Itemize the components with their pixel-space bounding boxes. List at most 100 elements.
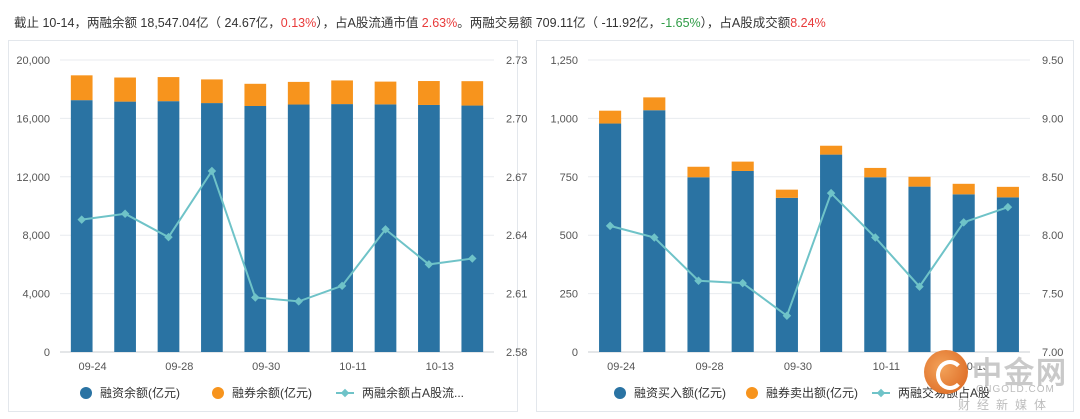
legend-item-balance-share[interactable]: 两融余额占A股流... xyxy=(336,384,464,401)
bar-secondary xyxy=(70,75,93,101)
trade-volume-share: 8.24% xyxy=(790,16,826,30)
y-left-tick-label: 16,000 xyxy=(16,113,50,125)
bar-primary xyxy=(908,186,931,352)
bar-primary xyxy=(114,101,136,352)
line-point xyxy=(164,232,173,242)
bar-primary xyxy=(820,154,843,352)
y-right-tick-label: 8.50 xyxy=(1042,172,1063,184)
summary-text-1: 截止 10-14，两融余额 18,547.04亿（ 24.67亿， xyxy=(14,16,281,30)
y-right-tick-label: 2.61 xyxy=(506,289,527,301)
bar-secondary xyxy=(331,80,353,105)
line-point xyxy=(294,297,303,306)
line-point xyxy=(782,311,792,321)
bar-secondary xyxy=(461,81,484,106)
y-left-tick-label: 1,000 xyxy=(550,113,578,125)
bar-primary xyxy=(952,194,975,352)
x-tick-label: 09-24 xyxy=(78,361,106,373)
bar-secondary xyxy=(643,97,666,111)
bar-secondary xyxy=(952,183,975,195)
y-right-tick-label: 2.70 xyxy=(506,113,527,125)
legend-marker-securities-sell xyxy=(746,386,758,399)
line-series xyxy=(81,168,473,303)
legend-marker-securities-lending-balance xyxy=(212,386,224,399)
watermark-subtitle: 财经新媒体 xyxy=(958,398,1054,412)
bar-primary xyxy=(157,101,180,352)
y-left-tick-label: 20,000 xyxy=(16,55,50,67)
legend-label-securities-lending-balance: 融券余额(亿元) xyxy=(232,386,312,400)
bar-secondary xyxy=(731,161,754,171)
line-point xyxy=(738,278,747,288)
trade-change-pct: -1.65% xyxy=(661,16,701,30)
y-left-tick-label: 1,250 xyxy=(550,55,578,67)
bar-primary xyxy=(418,104,440,352)
bar-secondary xyxy=(908,176,931,187)
summary-text-3: 。两融交易额 709.11亿（ -11.92亿， xyxy=(457,16,662,30)
line-series xyxy=(609,191,1009,318)
line-point xyxy=(251,293,260,302)
summary-text-2: ），占A股流通市值 xyxy=(316,16,422,30)
legend-label-financing-balance: 融资余额(亿元) xyxy=(100,386,180,400)
y-left-tick-label: 8,000 xyxy=(22,230,50,242)
y-left-tick-label: 500 xyxy=(560,230,578,242)
legend-item-financing-buy[interactable]: 融资买入额(亿元) xyxy=(614,384,726,401)
bar-secondary xyxy=(864,167,887,178)
line-point xyxy=(207,166,217,176)
y-right-tick-label: 2.73 xyxy=(506,55,527,67)
line-point xyxy=(424,260,434,269)
line-point xyxy=(337,281,347,291)
bar-secondary xyxy=(201,79,223,104)
y-left-tick-label: 750 xyxy=(560,172,578,184)
y-right-tick-label: 2.64 xyxy=(506,230,527,242)
bar-primary xyxy=(731,170,754,352)
bar-primary xyxy=(643,110,666,352)
y-right-tick-label: 2.67 xyxy=(506,172,527,184)
summary-header: 截止 10-14，两融余额 18,547.04亿（ 24.67亿，0.13%），… xyxy=(14,12,826,31)
bar-secondary xyxy=(287,81,310,105)
bar-secondary xyxy=(374,81,397,105)
y-left-tick-label: 4,000 xyxy=(22,289,50,301)
line-point xyxy=(468,254,477,263)
bar-primary xyxy=(687,177,710,352)
bar-secondary xyxy=(687,166,710,178)
bar-secondary xyxy=(820,145,843,155)
legend-label-financing-buy: 融资买入额(亿元) xyxy=(634,386,726,400)
legend-item-financing-balance[interactable]: 融资余额(亿元) xyxy=(80,384,180,401)
x-tick-label: 10-11 xyxy=(339,361,366,373)
watermark-title: 中金网 xyxy=(972,357,1068,390)
y-right-tick-label: 2.58 xyxy=(506,347,527,359)
y-left-tick-label: 0 xyxy=(572,347,578,359)
x-tick-label: 09-24 xyxy=(607,361,635,373)
bar-primary xyxy=(461,105,484,352)
y-left-tick-label: 0 xyxy=(44,347,50,359)
y-right-tick-label: 9.50 xyxy=(1042,55,1063,67)
bar-primary xyxy=(775,197,798,352)
bar-primary xyxy=(331,104,353,352)
legend-marker-trade-share xyxy=(872,388,890,398)
summary-text-4: ），占A股成交额 xyxy=(700,16,791,30)
y-left-tick-label: 12,000 xyxy=(16,172,50,184)
legend-item-securities-sell[interactable]: 融券卖出额(亿元) xyxy=(746,384,858,401)
x-tick-label: 10-13 xyxy=(426,361,454,373)
bar-primary xyxy=(201,103,223,352)
line-point xyxy=(381,225,390,234)
bar-secondary xyxy=(996,186,1019,198)
x-tick-label: 10-11 xyxy=(873,361,900,373)
bar-secondary xyxy=(244,83,267,106)
legend-marker-financing-balance xyxy=(80,386,92,399)
bar-primary xyxy=(287,104,310,352)
x-tick-label: 09-30 xyxy=(784,361,812,373)
balance-change-pct: 0.13% xyxy=(280,16,317,30)
bar-secondary xyxy=(599,110,622,124)
legend-marker-financing-buy xyxy=(614,386,626,399)
trading-chart-panel xyxy=(536,40,1074,412)
legend-label-securities-sell: 融券卖出额(亿元) xyxy=(766,386,858,400)
y-right-tick-label: 7.50 xyxy=(1042,289,1063,301)
bar-secondary xyxy=(157,77,180,102)
line-point xyxy=(77,215,86,224)
y-right-tick-label: 8.00 xyxy=(1042,230,1063,242)
cngold-logo-icon xyxy=(924,350,968,394)
legend-item-securities-lending-balance[interactable]: 融券余额(亿元) xyxy=(212,384,312,401)
balance-market-share: 2.63% xyxy=(421,16,458,30)
